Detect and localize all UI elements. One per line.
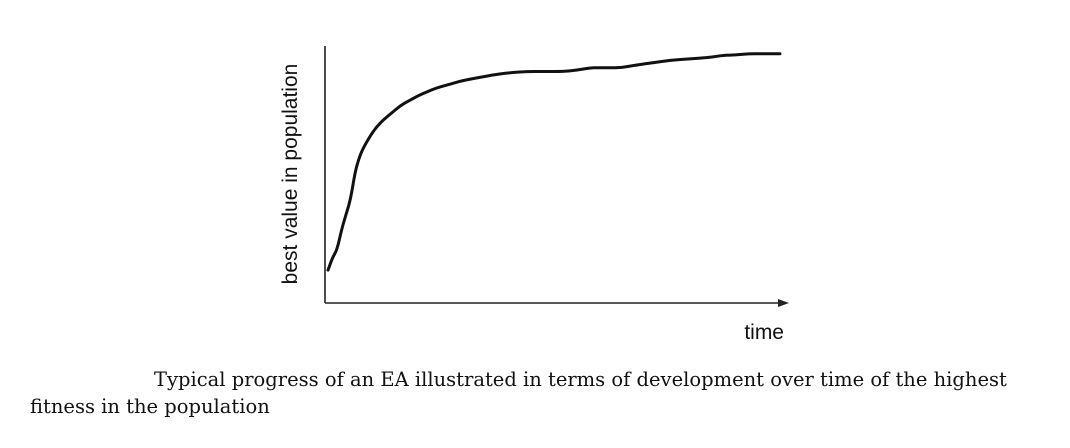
series-line xyxy=(326,52,782,272)
chart: best value in population time xyxy=(279,46,789,344)
x-axis-label: time xyxy=(744,321,784,344)
y-axis-label: best value in population xyxy=(279,64,302,285)
x-axis-arrowhead xyxy=(778,299,789,307)
figure-caption: Typical progress of an EA illustrated in… xyxy=(30,368,1007,418)
